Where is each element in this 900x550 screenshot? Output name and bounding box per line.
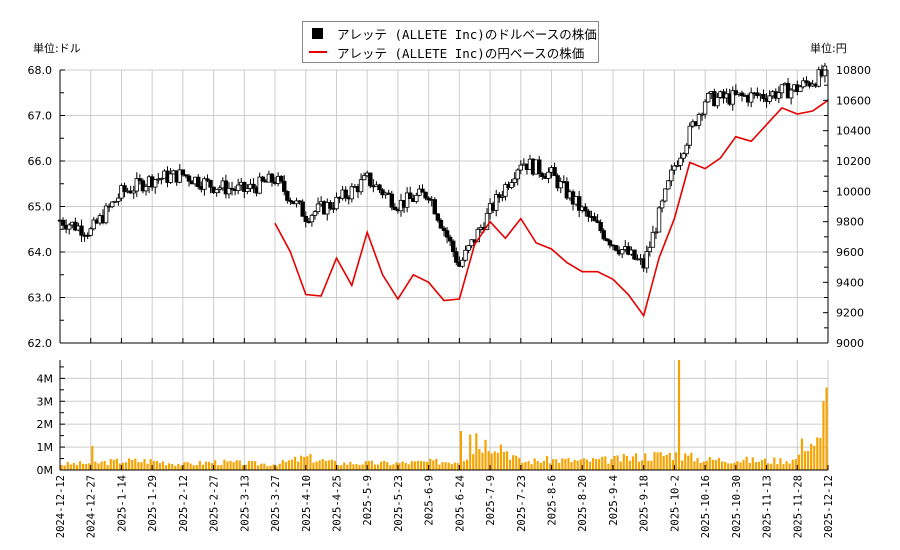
- svg-text:2025-2-27: 2025-2-27: [209, 475, 221, 532]
- svg-text:2025-7-9: 2025-7-9: [485, 475, 497, 526]
- svg-text:2025-1-14: 2025-1-14: [116, 475, 128, 532]
- svg-text:4M: 4M: [37, 372, 54, 385]
- red-line-icon: [309, 51, 327, 53]
- svg-text:2025-5-23: 2025-5-23: [393, 475, 405, 532]
- svg-text:2025-4-10: 2025-4-10: [301, 475, 313, 532]
- svg-text:2025-2-12: 2025-2-12: [178, 475, 190, 532]
- left-axis-unit: 単位:ドル: [33, 42, 81, 55]
- price-grid: [59, 69, 829, 344]
- svg-text:2025-10-2: 2025-10-2: [669, 475, 681, 532]
- black-square-icon: [312, 27, 323, 39]
- svg-text:10400: 10400: [836, 125, 871, 138]
- svg-text:2025-8-20: 2025-8-20: [577, 475, 589, 532]
- svg-text:66.0: 66.0: [28, 155, 53, 168]
- svg-text:10000: 10000: [836, 185, 871, 198]
- legend-jpy-label: アレッテ (ALLETE Inc)の円ベースの株価: [337, 45, 585, 61]
- svg-text:9400: 9400: [836, 276, 864, 289]
- svg-text:2025-12-12: 2025-12-12: [823, 475, 835, 538]
- right-axis-unit: 単位:円: [810, 42, 847, 55]
- svg-text:9200: 9200: [836, 307, 864, 320]
- svg-text:63.0: 63.0: [28, 292, 53, 305]
- svg-text:2025-9-4: 2025-9-4: [608, 475, 620, 526]
- svg-text:10600: 10600: [836, 94, 871, 107]
- svg-text:2025-4-25: 2025-4-25: [331, 475, 343, 532]
- chart-legend: アレッテ (ALLETE Inc)のドルベースの株価 アレッテ (ALLETE …: [302, 21, 599, 63]
- legend-usd-label: アレッテ (ALLETE Inc)のドルベースの株価: [337, 26, 597, 42]
- svg-text:2025-11-28: 2025-11-28: [792, 475, 804, 538]
- svg-text:2025-10-16: 2025-10-16: [700, 475, 712, 538]
- svg-text:0M: 0M: [37, 464, 54, 477]
- svg-text:2025-1-29: 2025-1-29: [147, 475, 159, 532]
- svg-text:9000: 9000: [836, 337, 864, 350]
- svg-text:2025-3-13: 2025-3-13: [239, 475, 251, 532]
- svg-text:2M: 2M: [37, 418, 54, 431]
- svg-text:64.0: 64.0: [28, 246, 53, 259]
- legend-item-jpy: アレッテ (ALLETE Inc)の円ベースの株価: [309, 43, 584, 61]
- volume-grid: [59, 360, 829, 471]
- svg-text:65.0: 65.0: [28, 201, 53, 214]
- axes: [59, 69, 829, 471]
- svg-text:9800: 9800: [836, 216, 864, 229]
- svg-text:2024-12-27: 2024-12-27: [86, 475, 98, 538]
- svg-text:2025-8-6: 2025-8-6: [547, 475, 559, 526]
- jpy-price-line: [274, 99, 829, 318]
- svg-text:68.0: 68.0: [28, 64, 53, 77]
- svg-text:3M: 3M: [37, 395, 54, 408]
- svg-text:2025-6-9: 2025-6-9: [424, 475, 436, 526]
- svg-text:2025-6-24: 2025-6-24: [454, 475, 466, 532]
- axis-labels: 2024-12-12 2024-12-27 2025-1-14 2025-1-29 20…: [28, 64, 872, 538]
- volume-bars: [60, 360, 828, 470]
- svg-text:2025-3-27: 2025-3-27: [270, 475, 282, 532]
- svg-text:9600: 9600: [836, 246, 864, 259]
- svg-text:67.0: 67.0: [28, 110, 53, 123]
- usd-candlesticks: [57, 62, 828, 273]
- svg-text:2025-5-9: 2025-5-9: [362, 475, 374, 526]
- svg-text:62.0: 62.0: [28, 337, 53, 350]
- svg-text:2025-10-30: 2025-10-30: [731, 475, 743, 538]
- svg-text:10800: 10800: [836, 64, 871, 77]
- svg-text:10200: 10200: [836, 155, 871, 168]
- svg-text:2025-9-18: 2025-9-18: [639, 475, 651, 532]
- svg-text:2025-11-13: 2025-11-13: [762, 475, 774, 538]
- svg-text:2025-7-23: 2025-7-23: [516, 475, 528, 532]
- svg-text:2024-12-12: 2024-12-12: [55, 475, 67, 538]
- legend-item-usd: アレッテ (ALLETE Inc)のドルベースの株価: [309, 24, 597, 42]
- svg-text:1M: 1M: [37, 441, 54, 454]
